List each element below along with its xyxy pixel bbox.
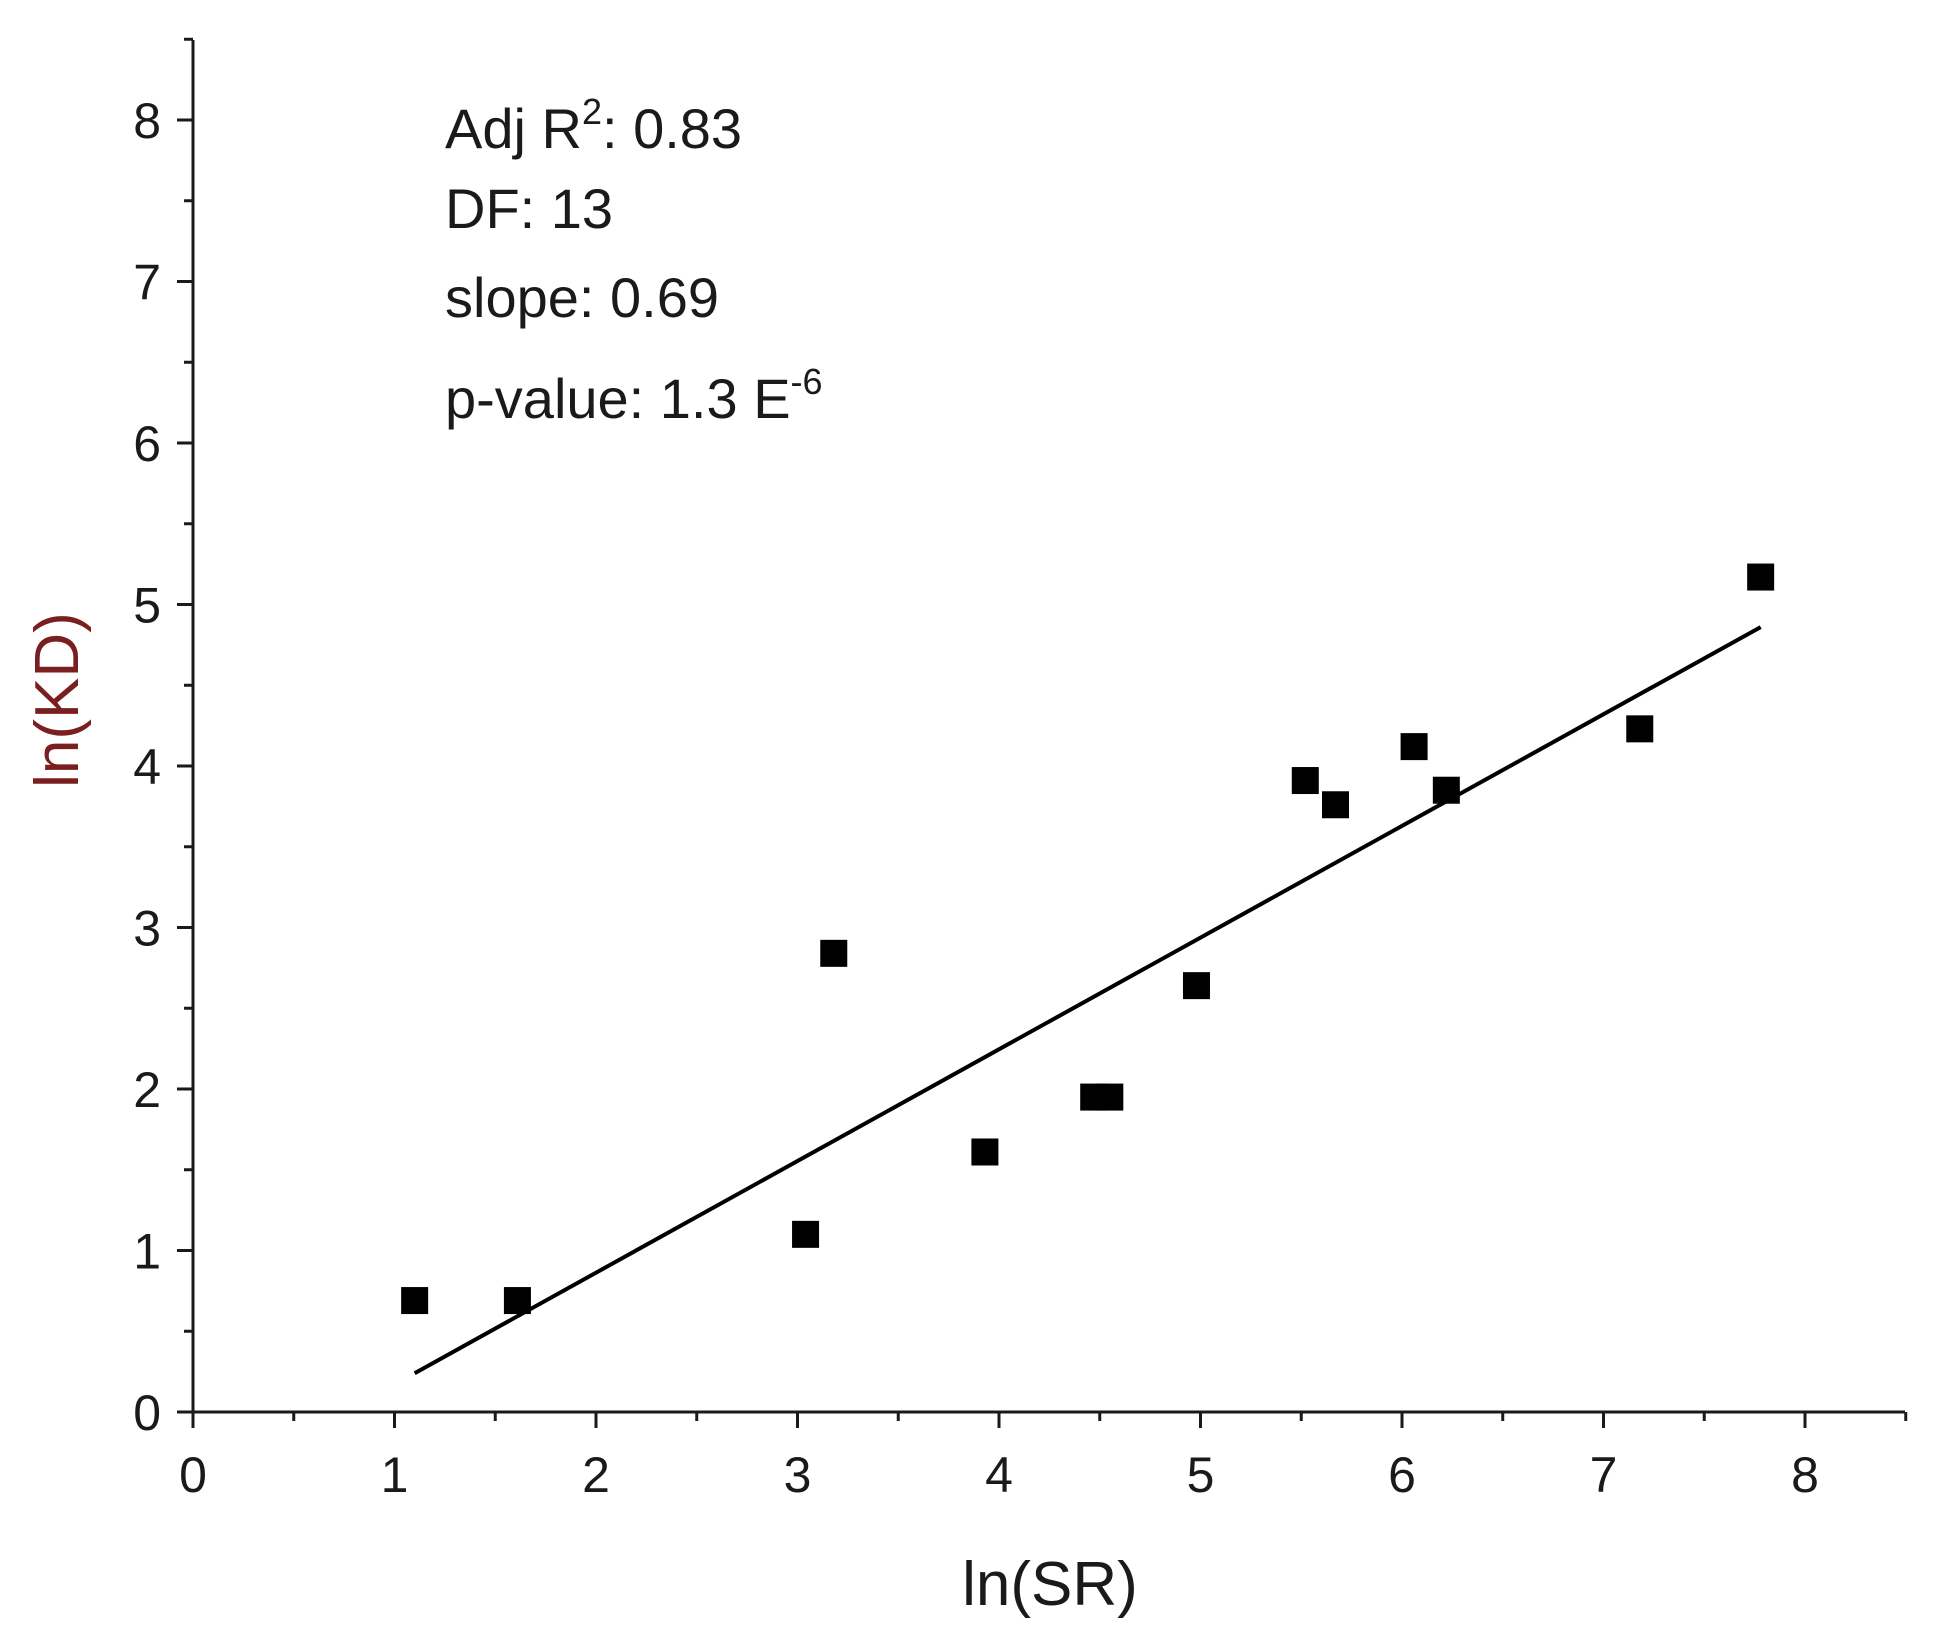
x-tick-label: 6	[1388, 1447, 1416, 1503]
x-tick-label: 1	[381, 1447, 409, 1503]
slope-annotation: slope: 0.69	[445, 266, 719, 329]
y-axis-ticks: 0 1 2 3 4 5 6 7 8	[133, 37, 193, 1441]
x-tick-label: 7	[1590, 1447, 1618, 1503]
x-tick-label: 3	[784, 1447, 812, 1503]
x-tick-label: 2	[582, 1447, 610, 1503]
data-point	[1400, 733, 1428, 761]
data-point	[1182, 972, 1210, 1000]
data-point	[971, 1138, 999, 1166]
adj-r2-superscript: 2	[582, 91, 602, 132]
data-point	[401, 1287, 429, 1315]
y-tick-label: 1	[133, 1224, 161, 1280]
y-tick-label: 3	[133, 901, 161, 957]
y-tick-label: 0	[133, 1385, 161, 1441]
data-point	[1432, 776, 1460, 804]
y-tick-label: 5	[133, 578, 161, 634]
data-point	[1747, 563, 1775, 591]
data-point	[1096, 1083, 1124, 1111]
x-tick-label: 8	[1791, 1447, 1819, 1503]
data-point	[820, 939, 848, 967]
x-axis-ticks: 0 1 2 3 4 5 6 7 8	[179, 1412, 1908, 1503]
x-tick-label: 0	[179, 1447, 207, 1503]
regression-line	[413, 625, 1762, 1375]
x-tick-label: 5	[1187, 1447, 1215, 1503]
y-tick-label: 2	[133, 1062, 161, 1118]
pvalue-label: p-value: 1.3 E	[445, 367, 791, 430]
data-points	[401, 563, 1775, 1315]
y-tick-label: 4	[133, 739, 161, 795]
adj-r2-value: : 0.83	[602, 97, 742, 160]
y-tick-label: 7	[133, 255, 161, 311]
pvalue-annotation: p-value: 1.3 E-6	[445, 361, 823, 430]
y-axis-title: ln(KD)	[23, 612, 92, 788]
data-point	[792, 1220, 820, 1248]
data-point	[1322, 791, 1350, 819]
data-point	[1291, 767, 1319, 795]
y-tick-label: 8	[133, 93, 161, 149]
adj-r2-label: Adj R	[445, 97, 582, 160]
data-point	[503, 1287, 531, 1315]
y-tick-label: 6	[133, 416, 161, 472]
pvalue-superscript: -6	[791, 361, 823, 402]
x-tick-label: 4	[985, 1447, 1013, 1503]
df-annotation: DF: 13	[445, 177, 613, 240]
adj-r2-annotation: Adj R2: 0.83	[445, 91, 742, 160]
data-point	[1626, 715, 1654, 743]
x-axis-title: ln(SR)	[962, 1550, 1138, 1619]
